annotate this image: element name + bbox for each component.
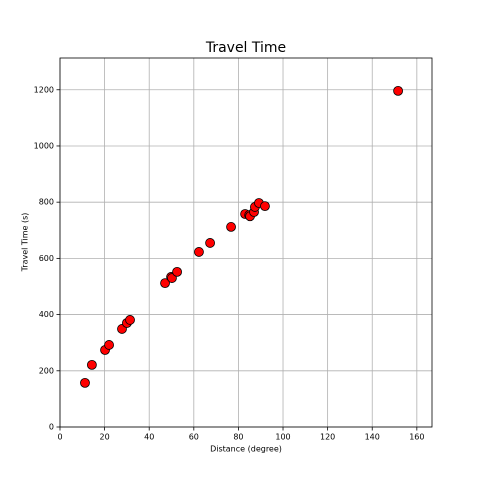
- point: [205, 238, 215, 248]
- x-tick-label: 80: [233, 433, 243, 442]
- y-axis-label: Travel Time (s): [21, 213, 30, 273]
- point: [226, 222, 236, 232]
- point: [393, 85, 404, 96]
- x-tick-label: 100: [275, 433, 290, 442]
- x-axis-label: Distance (degree): [210, 445, 282, 454]
- point: [172, 266, 182, 277]
- y-tick-label: 200: [39, 366, 54, 375]
- point: [86, 359, 97, 370]
- point: [104, 340, 114, 350]
- y-tick-label: 600: [39, 254, 54, 263]
- point: [260, 201, 270, 212]
- y-tick-label: 1200: [34, 85, 54, 94]
- chart-title: Travel Time: [205, 40, 286, 56]
- y-tick-label: 800: [39, 198, 54, 207]
- y-tick-label: 0: [49, 423, 54, 432]
- x-tick-label: 140: [365, 433, 380, 442]
- y-tick-label: 1000: [34, 141, 54, 150]
- x-tick-label: 0: [57, 433, 62, 442]
- x-tick-label: 40: [144, 433, 154, 442]
- x-tick-label: 160: [409, 433, 424, 442]
- point: [80, 377, 90, 388]
- point: [194, 247, 204, 257]
- x-tick-label: 120: [320, 433, 335, 442]
- x-tick-label: 60: [189, 433, 199, 442]
- point: [160, 278, 170, 289]
- plot-frame: [59, 57, 433, 428]
- y-tick-label: 400: [39, 310, 54, 319]
- x-tick-label: 20: [100, 433, 110, 442]
- point: [125, 315, 135, 325]
